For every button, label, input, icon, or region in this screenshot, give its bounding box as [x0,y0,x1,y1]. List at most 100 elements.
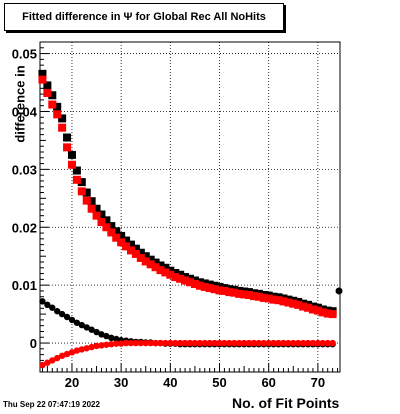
data-point-circle [245,339,253,347]
data-point-square [195,281,204,290]
data-point-square [112,233,121,242]
y-tick-label: 0.02 [12,220,37,235]
data-point-square [67,160,76,169]
data-point-square [58,114,67,123]
data-point-circle [221,339,228,347]
data-point-square [299,302,308,311]
data-point-square [131,244,140,253]
plot-frame [39,41,341,373]
x-tick-label: 30 [114,375,128,390]
data-point-square [117,231,126,240]
data-point-circle [216,339,223,347]
data-point-circle [58,310,66,318]
data-point-square [200,282,209,291]
data-point-square [136,253,145,262]
data-point-square [181,276,190,285]
data-point-circle [265,339,272,347]
data-point-square [304,303,313,312]
data-point-circle [294,339,302,347]
data-point-square [97,218,106,227]
y-axis-label: difference in [12,65,28,143]
data-point-circle [255,339,263,347]
data-point-square [264,294,273,303]
data-point-circle [167,339,174,347]
data-point-circle [103,332,110,340]
data-point-circle [73,319,81,326]
axes: 20 30 40 50 60 70 0 0.01 0.02 0.03 0.04 0.05 [12,41,339,390]
x-axis-label: No. of Fit Points [232,395,340,411]
data-point-square [48,91,57,100]
data-point-circle [324,339,331,347]
data-point-square [97,210,106,219]
data-point-circle [63,350,71,358]
data-point-square [245,291,254,299]
data-point-square [186,278,194,287]
timestamp: Thu Sep 22 07:47:19 2022 [3,400,100,409]
data-point-circle [108,341,115,348]
data-point-square [269,295,278,304]
data-point-square [146,260,155,269]
data-point-square [289,299,298,308]
data-point-square [161,263,170,272]
data-point-square [161,268,170,277]
data-point-circle [309,339,317,347]
x-tick-label: 70 [311,375,325,390]
data-point-circle [275,339,282,347]
data-point-square [107,228,116,237]
data-point-square [284,298,293,307]
data-point-circle [83,324,90,331]
data-point-square [176,274,185,283]
data-point-square [205,284,214,293]
data-point-square [38,69,47,78]
data-point-circle [54,354,61,362]
data-point-circle [285,339,292,347]
y-tick-label: 0.01 [12,278,37,293]
data-point-square [117,238,126,247]
data-point-circle [299,339,307,347]
data-point-square [131,249,140,258]
data-point-circle [108,334,115,342]
data-point-square [318,308,327,317]
data-point-square [215,286,224,295]
data-point-circle [58,352,66,359]
data-point-circle [162,339,169,347]
data-point-circle [117,340,125,347]
data-point-square [141,252,150,261]
data-point-circle [186,339,194,347]
data-point-circle [147,339,154,347]
grid [40,42,340,372]
data-point-circle [54,308,61,315]
y-tick-label: 0.05 [12,47,37,62]
data-points [38,69,343,369]
data-point-square [126,240,135,249]
data-point-circle [68,349,76,356]
data-point-circle [235,339,243,347]
data-point-square [151,258,160,267]
data-point-square [274,296,283,305]
data-point-circle [73,347,81,354]
data-point-circle [103,341,110,348]
data-point-circle [206,339,213,347]
data-point-circle [83,345,90,352]
data-point-circle [211,339,218,347]
data-point-square [82,188,91,197]
data-point-circle [68,316,76,324]
data-point-circle [157,339,164,347]
data-point-circle [132,339,140,347]
data-point-circle [98,342,105,349]
data-point-square [259,293,268,302]
data-point-square [67,150,76,159]
data-point-square [136,248,145,257]
y-tick-label: 0 [30,336,37,351]
data-point-square [308,305,317,314]
data-point-square [122,236,131,245]
chart-title-text: Fitted difference in Ψ for Global Rec Al… [22,11,266,23]
data-point-circle [196,339,204,347]
data-point-circle [142,339,149,347]
data-point-square [166,270,175,279]
data-point-circle [314,339,322,347]
data-point-square [107,222,116,231]
data-point-square [235,289,244,298]
data-point-outlier [335,287,343,295]
data-point-square [82,196,91,205]
